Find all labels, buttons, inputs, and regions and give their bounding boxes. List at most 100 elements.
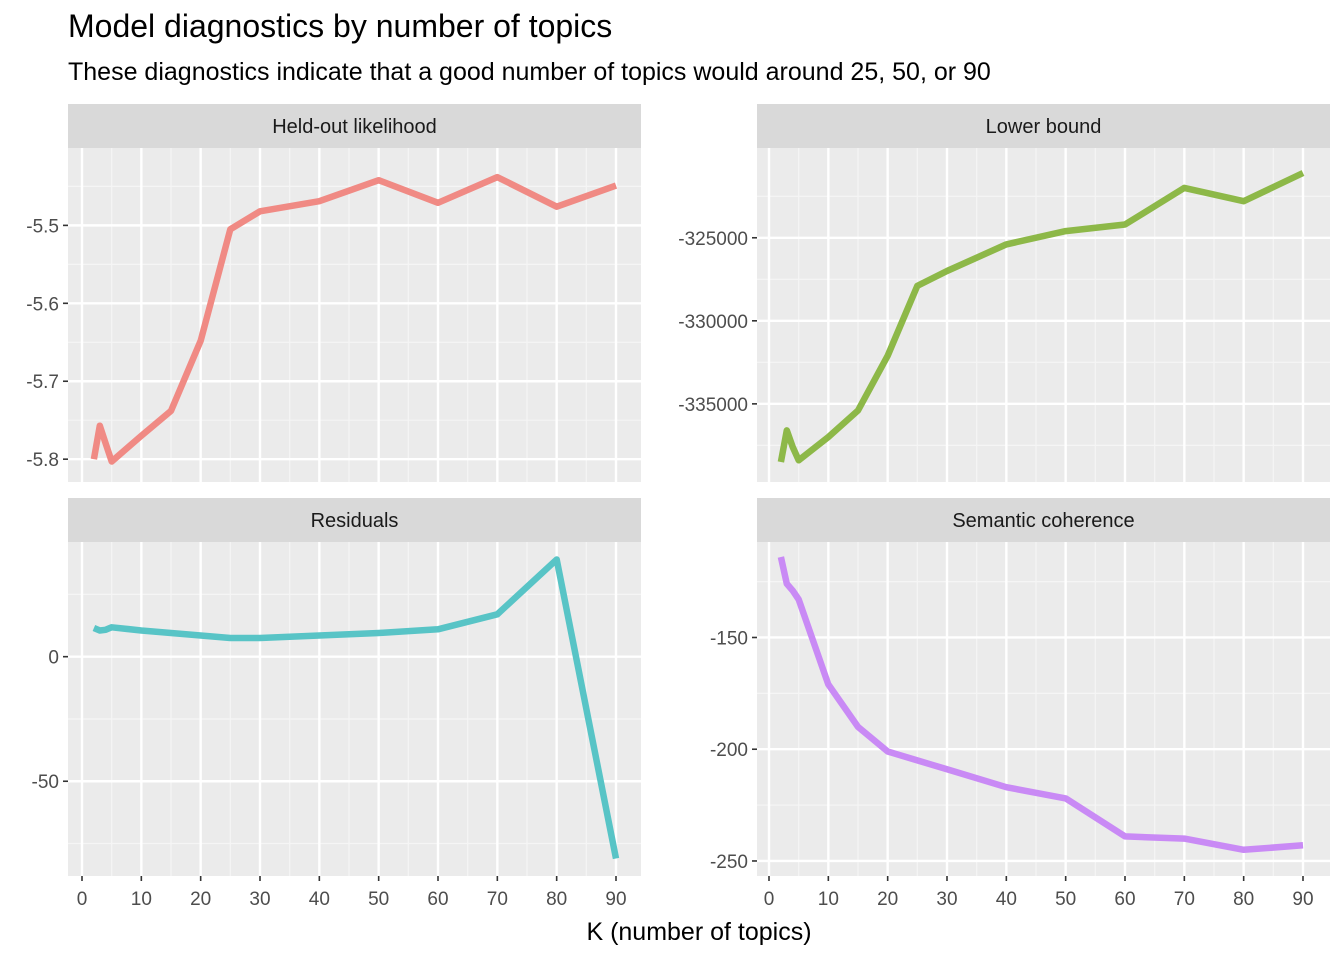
data-point bbox=[790, 587, 796, 593]
x-tick-label: 0 bbox=[764, 889, 775, 910]
x-tick-label: 40 bbox=[996, 889, 1017, 910]
x-tick-label: 80 bbox=[1233, 889, 1254, 910]
y-tick-label: -50 bbox=[32, 772, 59, 793]
data-point bbox=[795, 596, 801, 602]
data-point bbox=[97, 422, 103, 428]
data-point bbox=[168, 408, 174, 414]
x-tick-label: 70 bbox=[1174, 889, 1195, 910]
data-point bbox=[1181, 185, 1187, 191]
y-tick-label: 0 bbox=[48, 648, 59, 669]
x-axis-label: K (number of topics) bbox=[586, 918, 811, 946]
data-point bbox=[197, 338, 203, 344]
data-point bbox=[375, 177, 381, 183]
chart-subtitle: These diagnostics indicate that a good n… bbox=[68, 58, 991, 86]
data-point bbox=[553, 556, 559, 562]
data-point bbox=[227, 226, 233, 232]
data-point bbox=[91, 625, 97, 631]
x-tick-label: 20 bbox=[877, 889, 898, 910]
data-point bbox=[257, 208, 263, 214]
data-point bbox=[944, 268, 950, 274]
facet-strip-lower-bound bbox=[757, 104, 1330, 148]
data-point bbox=[257, 635, 263, 641]
x-tick-label: 30 bbox=[936, 889, 957, 910]
data-point bbox=[435, 200, 441, 206]
data-point bbox=[855, 724, 861, 730]
facet-strip-label: Semantic coherence bbox=[952, 510, 1134, 532]
facet-strip-label: Residuals bbox=[311, 510, 399, 532]
data-point bbox=[1122, 833, 1128, 839]
data-point bbox=[825, 434, 831, 440]
data-point bbox=[91, 456, 97, 462]
data-point bbox=[435, 626, 441, 632]
y-tick-label: -5.7 bbox=[26, 372, 59, 393]
y-tick-label: -330000 bbox=[678, 312, 748, 333]
y-tick-label: -250 bbox=[710, 852, 748, 873]
data-point bbox=[103, 440, 109, 446]
data-point bbox=[138, 433, 144, 439]
data-point bbox=[553, 203, 559, 209]
data-point bbox=[855, 407, 861, 413]
data-point bbox=[1300, 170, 1306, 176]
y-tick-label: -335000 bbox=[678, 395, 748, 416]
data-point bbox=[778, 459, 784, 465]
data-point bbox=[1122, 221, 1128, 227]
y-tick-label: -325000 bbox=[678, 229, 748, 250]
data-point bbox=[790, 444, 796, 450]
data-point bbox=[1062, 228, 1068, 234]
y-tick-label: -150 bbox=[710, 628, 748, 649]
facet-strip-label: Lower bound bbox=[986, 116, 1102, 138]
data-point bbox=[825, 681, 831, 687]
x-tick-label: 90 bbox=[605, 889, 626, 910]
data-point bbox=[227, 635, 233, 641]
data-point bbox=[494, 174, 500, 180]
panel-background-semantic-coherence bbox=[757, 542, 1330, 876]
x-tick-label: 10 bbox=[131, 889, 152, 910]
series-line-residuals bbox=[92, 556, 620, 860]
data-point bbox=[914, 283, 920, 289]
data-point bbox=[944, 766, 950, 772]
x-tick-label: 80 bbox=[546, 889, 567, 910]
x-tick-label: 70 bbox=[487, 889, 508, 910]
data-point bbox=[138, 627, 144, 633]
x-tick-label: 60 bbox=[1114, 889, 1135, 910]
facet-strip-label: Held-out likelihood bbox=[272, 116, 437, 138]
data-point bbox=[197, 632, 203, 638]
x-tick-label: 10 bbox=[818, 889, 839, 910]
panel-background-residuals bbox=[68, 542, 641, 876]
data-point bbox=[795, 457, 801, 463]
data-point bbox=[494, 611, 500, 617]
facet-strip-semantic-coherence bbox=[757, 498, 1330, 542]
series-line-lower-bound bbox=[777, 170, 1305, 464]
data-point bbox=[1300, 842, 1306, 848]
data-point bbox=[108, 624, 114, 630]
data-point bbox=[316, 198, 322, 204]
y-tick-label: -200 bbox=[710, 740, 748, 761]
y-tick-label: -5.8 bbox=[26, 450, 59, 471]
x-tick-label: 50 bbox=[368, 889, 389, 910]
series-line-semantic-coherence bbox=[777, 556, 1304, 854]
data-point bbox=[1003, 784, 1009, 790]
data-point bbox=[613, 855, 619, 861]
y-tick-label: -5.5 bbox=[26, 216, 59, 237]
data-point bbox=[1240, 198, 1246, 204]
x-tick-label: 0 bbox=[77, 889, 88, 910]
data-point bbox=[884, 748, 890, 754]
data-point bbox=[316, 632, 322, 638]
data-point bbox=[375, 630, 381, 636]
data-point bbox=[1003, 241, 1009, 247]
data-point bbox=[914, 757, 920, 763]
data-point bbox=[613, 182, 619, 188]
data-point bbox=[1062, 795, 1068, 801]
panel-background-held-out-likelihood bbox=[68, 148, 641, 482]
x-tick-label: 50 bbox=[1055, 889, 1076, 910]
data-point bbox=[168, 630, 174, 636]
chart-title: Model diagnostics by number of topics bbox=[68, 8, 613, 44]
x-tick-label: 40 bbox=[309, 889, 330, 910]
x-tick-label: 90 bbox=[1292, 889, 1313, 910]
data-point bbox=[108, 458, 114, 464]
facet-strip-held-out-likelihood bbox=[68, 104, 641, 148]
data-point bbox=[784, 427, 790, 433]
x-tick-label: 20 bbox=[190, 889, 211, 910]
data-point bbox=[103, 627, 109, 633]
